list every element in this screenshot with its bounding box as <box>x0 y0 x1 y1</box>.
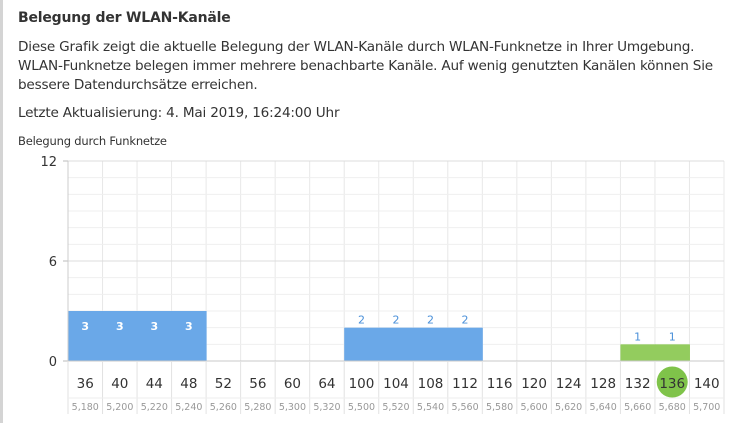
x-tick-label-channel: 132 <box>625 376 651 392</box>
x-tick-label-frequency: 5,700 <box>693 402 720 413</box>
chart-axes: 0612365,180405,200445,220485,240525,2605… <box>40 155 725 414</box>
y-tick-label: 12 <box>40 155 57 170</box>
x-tick-label-frequency: 5,580 <box>486 402 513 413</box>
x-tick-label-channel: 116 <box>487 376 513 392</box>
x-tick-label-channel: 48 <box>180 376 197 392</box>
bar-value-label: 1 <box>669 330 676 343</box>
bar-channel-136 <box>654 344 690 361</box>
x-tick-label-channel: 140 <box>694 376 720 392</box>
section-title: Belegung der WLAN-Kanäle <box>18 10 231 26</box>
current-channel-highlight <box>656 366 688 398</box>
bar-channel-108 <box>413 327 449 361</box>
bar-value-label: 2 <box>393 314 400 327</box>
x-tick-label-channel: 136 <box>659 376 685 392</box>
bar-value-label: 3 <box>150 320 158 333</box>
x-tick-label-channel: 40 <box>111 376 128 392</box>
chart-bars <box>68 311 690 361</box>
x-tick-label-channel: 124 <box>556 376 582 392</box>
x-tick-label-frequency: 5,200 <box>106 402 133 413</box>
x-tick-label-channel: 44 <box>146 376 163 392</box>
x-tick-label-frequency: 5,500 <box>348 402 375 413</box>
x-tick-label-channel: 112 <box>452 376 478 392</box>
bar-channel-104 <box>378 327 414 361</box>
bar-channel-100 <box>344 327 380 361</box>
x-tick-label-channel: 60 <box>284 376 301 392</box>
bar-value-label: 2 <box>427 314 434 327</box>
x-tick-label-channel: 36 <box>77 376 94 392</box>
description-text: Diese Grafik zeigt die aktuelle Belegung… <box>18 39 713 93</box>
x-tick-label-frequency: 5,640 <box>590 402 617 413</box>
x-tick-label-frequency: 5,660 <box>624 402 651 413</box>
x-tick-label-frequency: 5,280 <box>244 402 271 413</box>
bar-channel-112 <box>447 327 483 361</box>
y-tick-label: 6 <box>49 255 57 270</box>
x-tick-label-channel: 56 <box>249 376 266 392</box>
x-tick-label-frequency: 5,180 <box>72 402 99 413</box>
bar-channel-36 <box>68 311 104 361</box>
x-tick-label-channel: 64 <box>318 376 335 392</box>
bar-channel-48 <box>171 311 207 361</box>
chart-caption: Belegung durch Funknetze <box>18 134 167 148</box>
bar-value-label: 3 <box>81 320 89 333</box>
x-tick-label-frequency: 5,560 <box>451 402 478 413</box>
bar-value-label: 1 <box>634 330 641 343</box>
bar-value-label: 2 <box>462 314 469 327</box>
x-tick-label-channel: 128 <box>590 376 616 392</box>
x-tick-label-channel: 52 <box>215 376 232 392</box>
x-tick-label-frequency: 5,620 <box>555 402 582 413</box>
x-tick-label-channel: 120 <box>521 376 547 392</box>
y-tick-label: 0 <box>49 355 57 370</box>
bar-channel-40 <box>102 311 138 361</box>
x-tick-label-channel: 104 <box>383 376 409 392</box>
bar-channel-44 <box>137 311 173 361</box>
x-tick-label-channel: 100 <box>349 376 375 392</box>
bar-channel-132 <box>620 344 656 361</box>
x-tick-label-frequency: 5,600 <box>521 402 548 413</box>
chart-labels: 3 3 3 3 2 2 2 2 1 1 <box>81 314 675 344</box>
left-border <box>0 0 3 423</box>
last-update-text: Letzte Aktualisierung: 4. Mai 2019, 16:2… <box>18 105 340 121</box>
x-tick-label-channel: 108 <box>418 376 444 392</box>
x-tick-label-frequency: 5,540 <box>417 402 444 413</box>
x-tick-label-frequency: 5,240 <box>175 402 202 413</box>
x-tick-label-frequency: 5,680 <box>659 402 686 413</box>
bar-value-label: 3 <box>116 320 124 333</box>
x-tick-label-frequency: 5,320 <box>313 402 340 413</box>
x-tick-label-frequency: 5,300 <box>279 402 306 413</box>
x-tick-label-frequency: 5,520 <box>382 402 409 413</box>
bar-value-label: 3 <box>185 320 193 333</box>
x-tick-label-frequency: 5,220 <box>141 402 168 413</box>
bar-value-label: 2 <box>358 314 365 327</box>
x-tick-label-frequency: 5,260 <box>210 402 237 413</box>
